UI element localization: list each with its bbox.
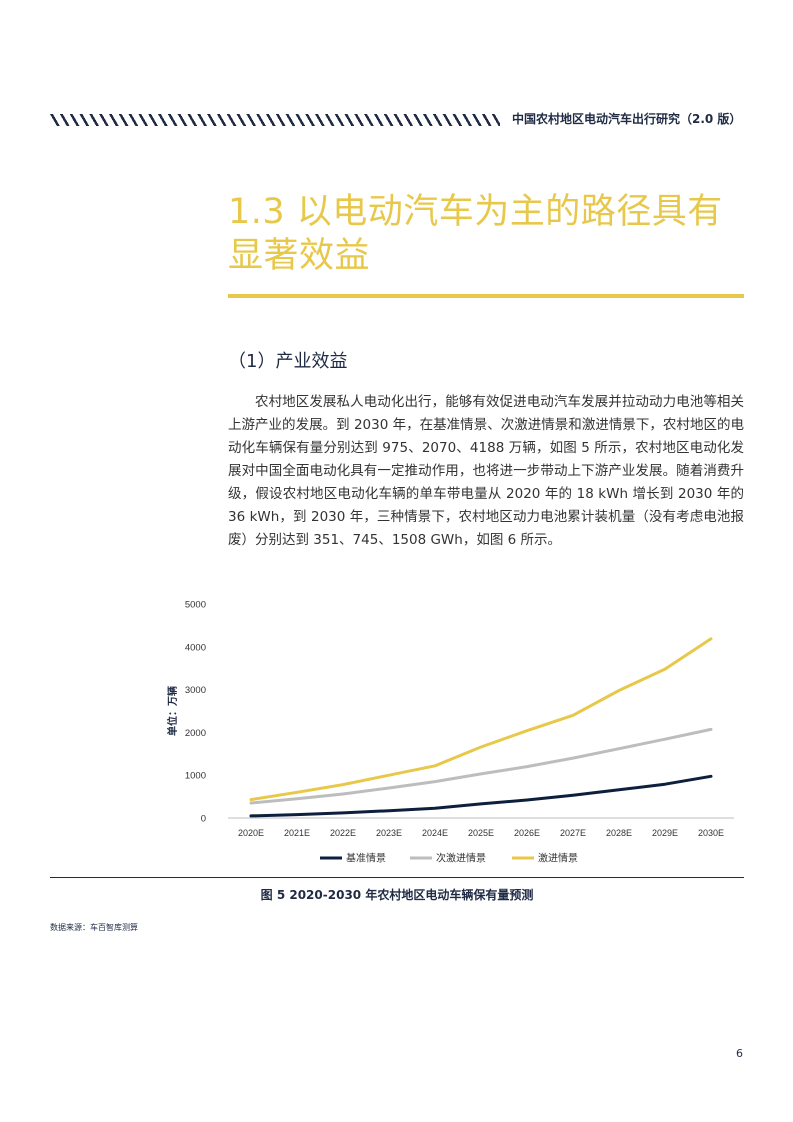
x-tick-label-0: 2020E <box>238 828 264 838</box>
legend-label-1: 次激进情景 <box>436 852 486 865</box>
legend-label-0: 基准情景 <box>346 852 386 865</box>
subsection-title: （1）产业效益 <box>228 351 348 372</box>
series-line-0 <box>249 774 713 818</box>
y-tick-label-1: 1000 <box>185 771 206 782</box>
page-number: 6 <box>736 1047 743 1060</box>
x-tick-label-3: 2023E <box>376 828 402 838</box>
figure-caption: 图 5 2020-2030 年农村地区电动车辆保有量预测 <box>260 888 534 902</box>
y-tick-label-5: 5000 <box>185 600 206 611</box>
header-hatch-decoration <box>50 114 500 126</box>
caption-divider <box>50 877 744 878</box>
series-line-2 <box>249 637 713 802</box>
x-tick-label-4: 2024E <box>422 828 448 838</box>
y-tick-label-0: 0 <box>201 814 206 825</box>
x-tick-label-7: 2027E <box>560 828 586 838</box>
series-line-1 <box>249 727 713 805</box>
x-tick-label-1: 2021E <box>284 828 310 838</box>
y-tick-label-4: 4000 <box>185 642 206 653</box>
y-axis-label: 单位：万辆 <box>166 686 179 736</box>
x-tick-label-6: 2026E <box>514 828 540 838</box>
running-header-title: 中国农村地区电动汽车出行研究（2.0 版） <box>512 112 742 126</box>
x-tick-label-9: 2029E <box>652 828 678 838</box>
section-title: 1.3 以电动汽车为主的路径具有显著效益 <box>228 192 723 276</box>
x-tick-label-5: 2025E <box>468 828 494 838</box>
x-tick-label-8: 2028E <box>606 828 632 838</box>
body-paragraph: 农村地区发展私人电动化出行，能够有效促进电动汽车发展并拉动动力电池等相关上游产业… <box>228 394 744 548</box>
y-tick-label-3: 3000 <box>185 685 206 696</box>
y-tick-label-2: 2000 <box>185 728 206 739</box>
data-source-note: 数据来源：车百智库测算 <box>50 923 138 932</box>
x-tick-label-10: 2030E <box>698 828 724 838</box>
vehicle-ownership-line-chart: 0 1000 2000 3000 4000 5000 单位：万辆 2020E 2021E 202… <box>166 600 734 865</box>
section-title-underline <box>228 294 744 298</box>
x-tick-label-2: 2022E <box>330 828 356 838</box>
legend-label-2: 激进情景 <box>538 852 578 865</box>
